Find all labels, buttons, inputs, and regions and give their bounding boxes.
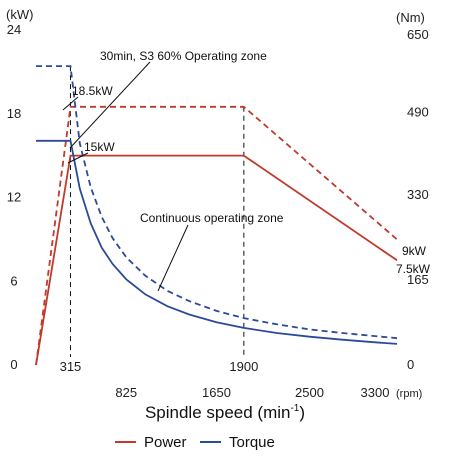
annotation-9kw: 9kW xyxy=(402,244,427,258)
y-left-tick-label: 24 xyxy=(7,22,21,37)
data-series xyxy=(35,65,398,366)
annotation-7-5kw: 7.5kW xyxy=(396,262,431,276)
y-right-tick-label: 165 xyxy=(407,272,429,287)
y-axis-left-unit: (kW) xyxy=(6,7,33,22)
legend-torque-label: Torque xyxy=(229,434,275,451)
y-left-tick-label: 0 xyxy=(10,357,17,372)
annotations: 30min, S3 60% Operating zone 18.5kW 15kW… xyxy=(62,49,431,292)
series-power-solid xyxy=(35,154,398,366)
speed-marker-label: 1900 xyxy=(229,359,258,374)
pointer-line-18-5kw xyxy=(62,96,79,111)
y-right-tick-label: 650 xyxy=(407,27,429,42)
legend-power-label: Power xyxy=(144,434,187,451)
pointer-line-continuous xyxy=(157,224,189,292)
speed-marker-label: 315 xyxy=(60,359,82,374)
pointer-line-s3 xyxy=(69,61,151,149)
series-torque-solid xyxy=(36,139,398,345)
series-power-dashed xyxy=(35,105,398,366)
y-axis-right-ticks: 0 165 330 490 650 xyxy=(407,27,429,372)
y-right-tick-label: 0 xyxy=(407,357,414,372)
x-axis-label: Spindle speed (min-1) xyxy=(145,403,305,422)
legend: Power Torque xyxy=(115,434,275,451)
y-axis-left-ticks: 0 6 12 18 24 xyxy=(7,22,21,372)
y-right-tick-label: 490 xyxy=(407,104,429,119)
y-left-tick-label: 6 xyxy=(10,273,17,288)
x-tick-label: 825 xyxy=(115,385,137,400)
y-right-tick-label: 330 xyxy=(407,187,429,202)
annotation-18-5kw: 18.5kW xyxy=(72,84,113,98)
y-left-tick-label: 18 xyxy=(7,106,21,121)
annotation-15kw: 15kW xyxy=(84,140,115,154)
x-tick-label: 2500 xyxy=(295,385,324,400)
pointer-line-15kw xyxy=(67,152,89,164)
annotation-s3-zone: 30min, S3 60% Operating zone xyxy=(100,49,267,63)
annotation-continuous-zone: Continuous operating zone xyxy=(140,211,284,225)
speed-marker-labels: 315 1900 xyxy=(60,359,259,374)
speed-marker-lines xyxy=(69,66,245,357)
series-torque-dashed xyxy=(36,65,398,340)
x-axis-ticks: 825 1650 2500 3300 xyxy=(115,385,389,400)
y-axis-right-unit: (Nm) xyxy=(396,10,425,25)
x-axis-unit: (rpm) xyxy=(396,388,422,400)
x-tick-label: 3300 xyxy=(361,385,390,400)
y-left-tick-label: 12 xyxy=(7,190,21,205)
x-tick-label: 1650 xyxy=(202,385,231,400)
